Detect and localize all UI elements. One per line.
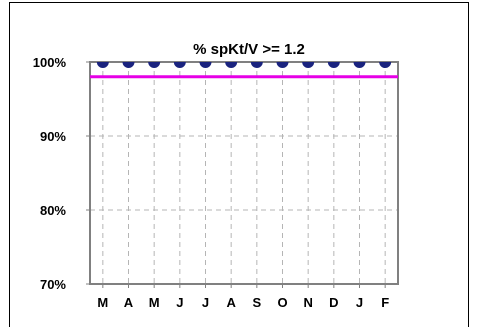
data-point (379, 62, 392, 68)
y-tick-label: 80% (40, 203, 66, 218)
x-tick-label: F (381, 295, 389, 310)
x-tick-label: J (356, 295, 363, 310)
x-tick-label: J (176, 295, 183, 310)
data-point (225, 62, 238, 68)
axes (86, 61, 399, 288)
y-tick-label: 70% (40, 277, 66, 292)
y-tick-label: 100% (33, 55, 67, 70)
plot-area (90, 62, 398, 284)
x-tick-label: J (202, 295, 209, 310)
series-layer (96, 62, 392, 69)
y-tick-label: 90% (40, 129, 66, 144)
data-point (148, 62, 161, 68)
x-tick-label: M (97, 295, 108, 310)
data-point (250, 62, 263, 69)
x-tick-label: A (124, 295, 134, 310)
data-point (327, 62, 340, 68)
chart-title: % spKt/V >= 1.2 (193, 41, 305, 58)
x-tick-label: D (329, 295, 338, 310)
data-point (96, 62, 109, 68)
x-tick-label: O (277, 295, 287, 310)
data-point (276, 62, 289, 68)
labels: 70%80%90%100%M A M J J A S O N D J F (33, 55, 389, 310)
x-tick-label: N (303, 295, 312, 310)
data-point (173, 62, 186, 68)
x-tick-label: A (226, 295, 236, 310)
data-point (302, 62, 315, 68)
data-point (122, 62, 135, 68)
x-tick-label: M (149, 295, 160, 310)
x-tick-label: S (252, 295, 261, 310)
data-point (353, 62, 366, 68)
plot-border (89, 61, 399, 285)
data-point (199, 62, 212, 68)
grid (90, 62, 398, 284)
